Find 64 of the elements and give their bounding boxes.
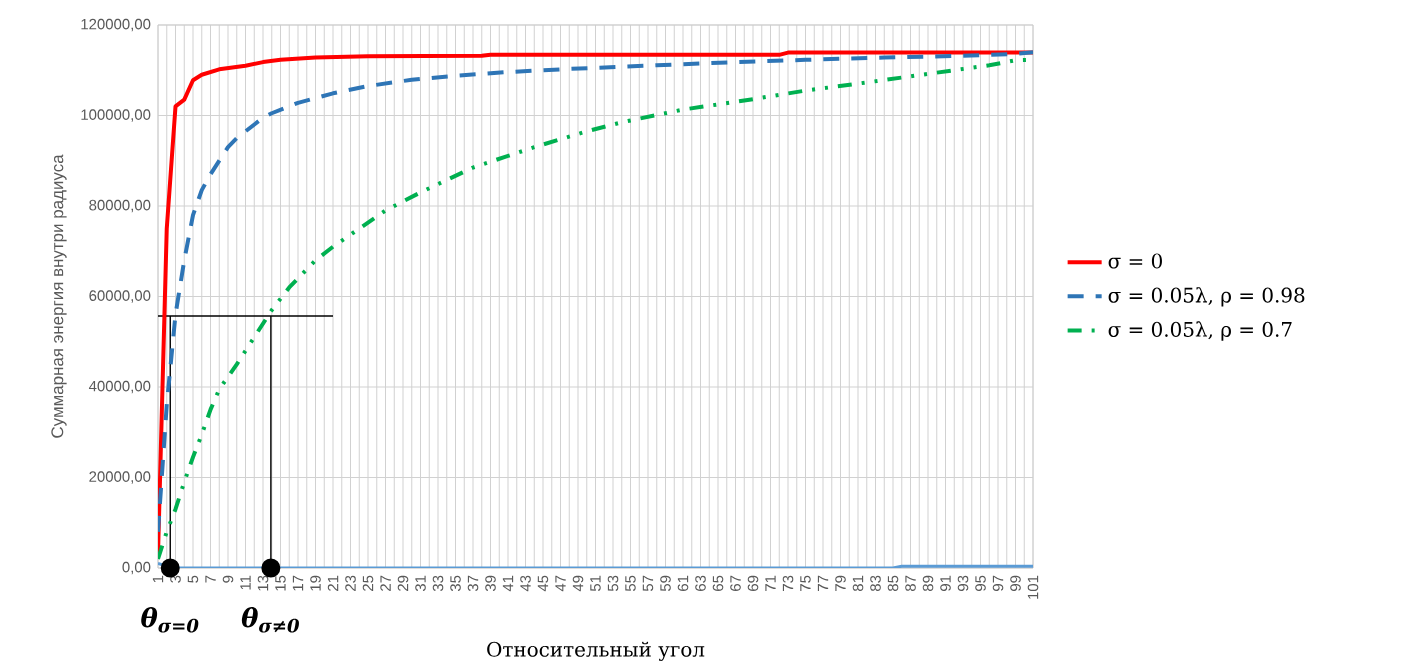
- x-tick-label: 47: [555, 575, 566, 592]
- x-tick-label: 11: [240, 575, 251, 590]
- x-tick-label: 19: [310, 575, 321, 591]
- y-tick-label: 60000,00: [89, 290, 151, 303]
- x-tick-label: 65: [712, 575, 724, 591]
- x-tick-label: 45: [537, 575, 549, 592]
- x-tick-label: 83: [870, 575, 881, 592]
- x-tick-label: 93: [957, 575, 969, 591]
- x-tick-label: 89: [922, 575, 934, 592]
- x-tick-label: 43: [520, 575, 531, 592]
- x-tick-label: 51: [590, 575, 601, 592]
- x-tick-label: 39: [485, 575, 496, 592]
- x-tick-label: 85: [887, 575, 899, 592]
- x-tick-label: 57: [642, 575, 654, 592]
- x-tick-label: 61: [677, 575, 689, 591]
- x-tick-label: 55: [625, 575, 636, 592]
- x-tick-label: 33: [432, 575, 444, 592]
- x-tick-label: 15: [275, 575, 286, 591]
- x-tick-label: 1: [152, 575, 164, 583]
- x-tick-label: 95: [975, 575, 986, 591]
- x-tick-label: 77: [817, 575, 829, 591]
- y-tick-label: 80000,00: [89, 199, 151, 213]
- x-tick-label: 25: [362, 575, 374, 591]
- legend-label: σ = 0: [1108, 253, 1162, 269]
- x-tick-label: 49: [572, 575, 584, 592]
- x-tick-label: 5: [187, 575, 199, 583]
- x-tick-label: 41: [502, 575, 514, 592]
- y-tick-label: 120000,00: [81, 18, 151, 32]
- x-tick-label: 101: [1027, 575, 1039, 599]
- x-tick-label: 91: [940, 575, 951, 591]
- x-tick-label: 17: [292, 575, 304, 591]
- x-tick-label: 21: [327, 575, 339, 591]
- annotation: θ$_{σ≠0}$: [241, 607, 299, 633]
- x-tick-label: 31: [415, 575, 426, 592]
- y-tick-label: 20000,00: [89, 471, 151, 484]
- y-tick-label: 0,00: [122, 561, 151, 575]
- legend-label: σ = 0.05λ, ρ = 0.7: [1108, 321, 1292, 341]
- x-tick-label: 35: [450, 575, 461, 592]
- x-tick-label: 81: [852, 575, 864, 592]
- y-tick-label: 100000,00: [81, 109, 151, 122]
- x-tick-label: 7: [205, 575, 216, 583]
- x-tick-label: 69: [747, 575, 759, 591]
- x-tick-label: 27: [380, 575, 391, 591]
- x-tick-label: 53: [607, 575, 619, 592]
- x-tick-label: 67: [730, 575, 741, 591]
- x-tick-label: 75: [800, 575, 811, 591]
- x-tick-label: 29: [397, 575, 409, 591]
- annotation: θ$_{σ=0}$: [141, 607, 199, 633]
- legend-label: σ = 0.05λ, ρ = 0.98: [1108, 287, 1305, 307]
- x-tick-label: 37: [467, 575, 479, 592]
- x-tick-label: 59: [660, 575, 671, 592]
- x-tick-label: 99: [1010, 575, 1021, 591]
- y-axis-title: Суммарная энергия внутри радиуса: [51, 154, 67, 438]
- x-tick-label: 79: [835, 575, 846, 591]
- x-tick-label: 63: [695, 575, 706, 591]
- x-axis-title: Относительный угол: [487, 641, 705, 661]
- x-tick-label: 87: [905, 575, 916, 592]
- x-tick-label: 23: [345, 575, 356, 591]
- x-tick-label: 97: [992, 575, 1004, 591]
- y-tick-label: 40000,00: [88, 380, 151, 394]
- x-tick-label: 71: [765, 575, 776, 591]
- x-tick-label: 73: [782, 575, 794, 591]
- x-tick-label: 9: [222, 575, 234, 583]
- x-tick-label: 13: [257, 575, 269, 591]
